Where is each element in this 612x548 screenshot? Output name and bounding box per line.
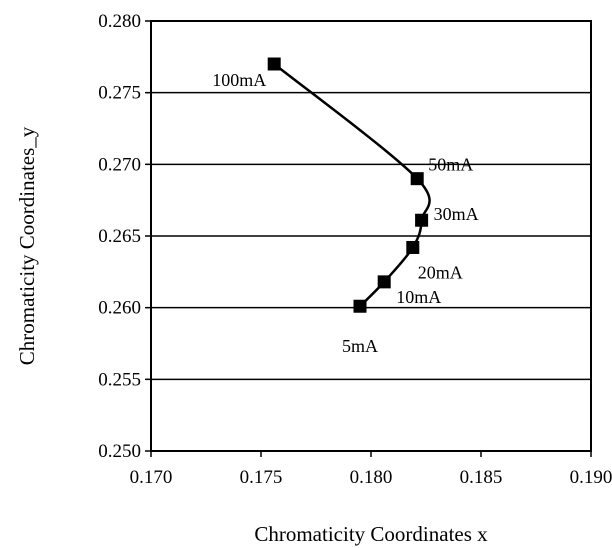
x-axis-title: Chromaticity Coordinates x <box>254 522 488 546</box>
data-label: 100mA <box>212 70 266 90</box>
y-tick-label: 0.255 <box>98 369 141 390</box>
grid-lines <box>151 91 591 381</box>
x-tick-label: 0.175 <box>240 467 283 488</box>
data-point-marker <box>267 57 281 71</box>
data-point-marker <box>410 172 424 186</box>
y-axis-title: Chromaticity Coordinates_y <box>15 126 39 365</box>
data-point-marker <box>415 213 429 227</box>
data-label: 20mA <box>418 262 463 282</box>
data-markers <box>267 57 429 313</box>
x-tick-label: 0.190 <box>570 467 612 488</box>
y-tick-label: 0.260 <box>98 298 141 319</box>
data-labels: 5mA 10mA 20mA 30mA 50mA 100mA <box>212 70 478 356</box>
x-axis-ticks: 0.170 0.175 0.180 0.185 0.190 <box>130 451 612 488</box>
y-axis-ticks: 0.250 0.255 0.260 0.265 0.270 0.275 0.280 <box>98 11 151 462</box>
data-label: 30mA <box>434 204 479 224</box>
y-tick-label: 0.280 <box>98 11 141 32</box>
data-label: 50mA <box>428 155 473 175</box>
y-tick-label: 0.265 <box>98 226 141 247</box>
x-tick-label: 0.170 <box>130 467 173 488</box>
series-line <box>273 63 431 308</box>
data-point-marker <box>406 240 420 254</box>
data-point-marker <box>377 275 391 289</box>
data-label: 5mA <box>342 336 378 356</box>
y-tick-label: 0.275 <box>98 83 141 104</box>
y-tick-label: 0.270 <box>98 154 141 175</box>
x-tick-label: 0.180 <box>350 467 393 488</box>
data-label: 10mA <box>396 287 441 307</box>
x-tick-label: 0.185 <box>460 467 503 488</box>
y-tick-label: 0.250 <box>98 441 141 462</box>
data-point-marker <box>353 299 367 313</box>
